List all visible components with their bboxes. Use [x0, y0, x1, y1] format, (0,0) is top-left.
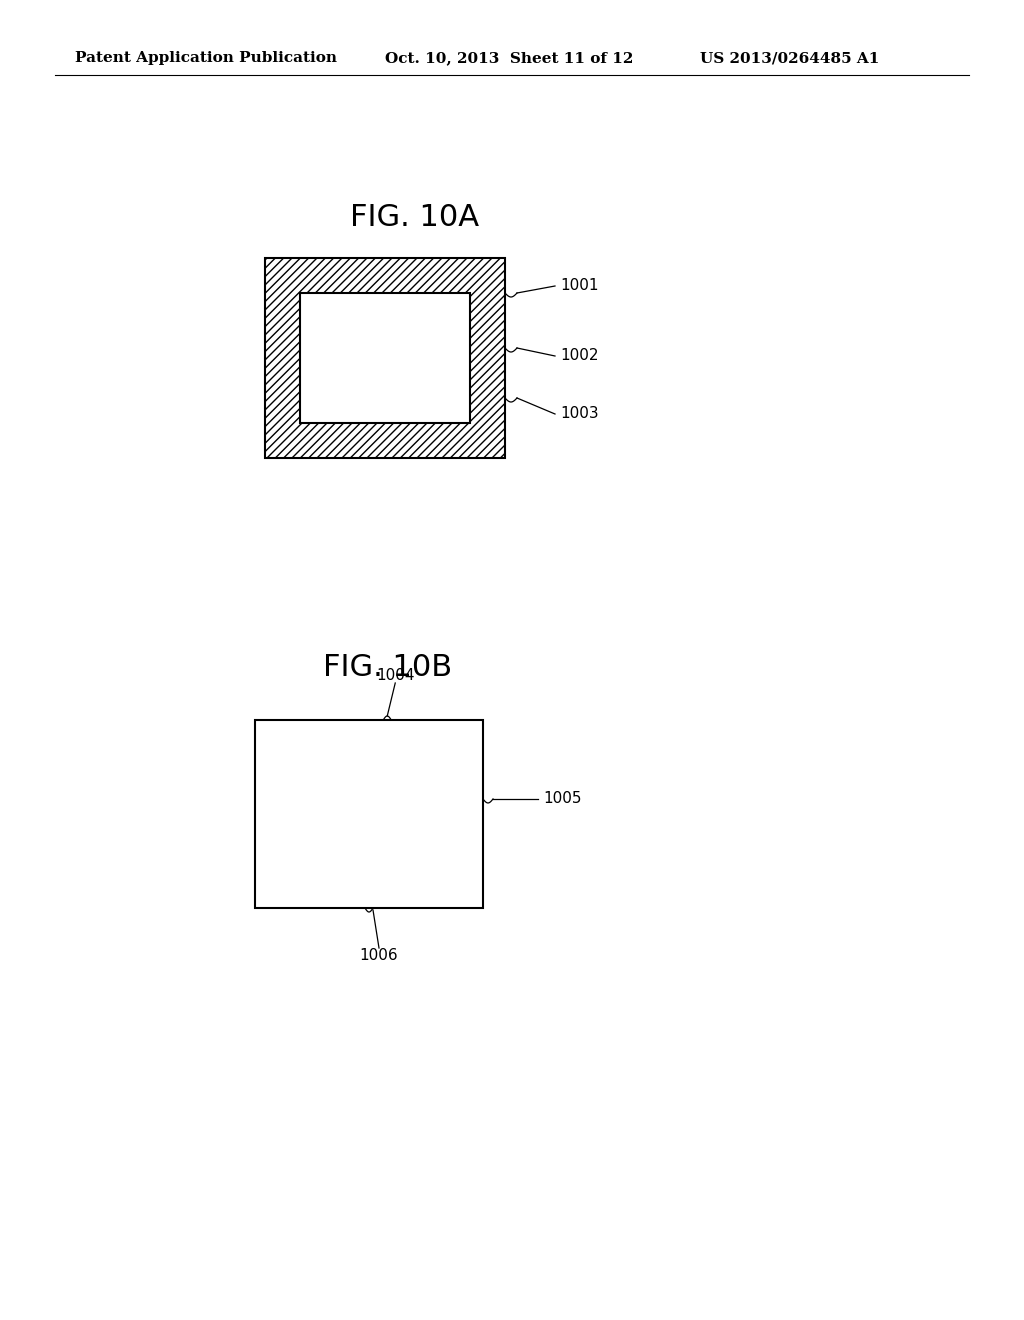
Text: 1003: 1003 [560, 407, 599, 421]
Text: US 2013/0264485 A1: US 2013/0264485 A1 [700, 51, 880, 65]
Text: 1002: 1002 [560, 348, 598, 363]
Bar [255, 719, 483, 908]
Text: FIG. 10A: FIG. 10A [350, 203, 479, 232]
Bar [265, 257, 505, 458]
Bar [300, 293, 470, 422]
Text: 1005: 1005 [543, 792, 582, 807]
Text: 1006: 1006 [359, 949, 398, 964]
Text: FIG. 10B: FIG. 10B [324, 653, 453, 682]
Text: Oct. 10, 2013  Sheet 11 of 12: Oct. 10, 2013 Sheet 11 of 12 [385, 51, 634, 65]
Text: 1001: 1001 [560, 279, 598, 293]
Text: Patent Application Publication: Patent Application Publication [75, 51, 337, 65]
Text: 1004: 1004 [376, 668, 415, 682]
